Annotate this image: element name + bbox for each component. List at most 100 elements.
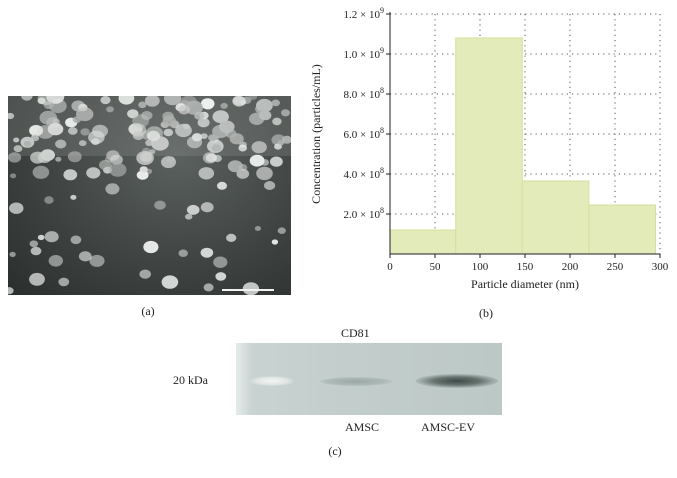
sem-vesicle [39, 110, 58, 125]
histogram-chart: 0 50 100 150 200 250 300 2.0 × 108 4.0 × 108 6.0 … [309, 6, 669, 291]
sem-vesicle [271, 239, 279, 245]
caption-b: (b) [479, 306, 493, 320]
sem-vesicle [277, 227, 286, 234]
caption-c: (c) [328, 444, 342, 458]
sem-vesicle [211, 144, 221, 152]
sem-vesicle [110, 154, 123, 165]
lane-label-amsc: AMSC [345, 420, 380, 434]
sem-vesicle [144, 96, 160, 107]
western-blot [236, 343, 502, 415]
sem-vesicle [178, 105, 191, 115]
x-tick-label: 50 [430, 261, 442, 273]
sem-vesicle [9, 202, 24, 214]
sem-vesicle [270, 156, 283, 167]
sem-vesicle [58, 277, 70, 287]
sem-vesicle [212, 110, 229, 124]
sem-vesicle [76, 107, 94, 122]
sem-vesicle [281, 135, 291, 144]
sem-vesicle [78, 251, 92, 262]
sem-vesicle [13, 137, 20, 143]
sem-vesicle [238, 144, 247, 152]
sem-vesicle [99, 159, 112, 171]
x-tick-label: 0 [387, 261, 393, 273]
sem-vesicle [186, 204, 200, 215]
sem-vesicle [9, 251, 16, 257]
sem-vesicle [248, 96, 258, 100]
sem-vesicle [100, 96, 111, 105]
sem-vesicle [136, 170, 149, 180]
sem-vesicle [86, 167, 101, 179]
sem-vesicle [154, 200, 166, 210]
sem-vesicle [89, 254, 105, 267]
sem-vesicle [272, 117, 282, 126]
sem-vesicle [175, 123, 192, 138]
sem-vesicle [30, 246, 42, 256]
sem-vesicle [136, 151, 154, 165]
x-tick-label: 150 [517, 261, 534, 273]
sem-vesicle [205, 153, 217, 163]
sem-vesicle [37, 151, 52, 163]
x-tick-label: 300 [652, 261, 669, 273]
band-amsc [320, 377, 392, 386]
y-tick-label: 6.0 × 108 [344, 126, 384, 141]
sem-vesicle [191, 133, 203, 142]
sem-vesicle [13, 145, 23, 153]
sem-vesicle [194, 111, 205, 120]
sem-vesicle [139, 269, 151, 279]
sem-vesicle [145, 139, 154, 146]
sem-vesicle [139, 166, 148, 173]
sem-vesicle [105, 183, 120, 195]
sem-vesicle [200, 247, 214, 258]
sem-vesicle [163, 128, 174, 137]
marker-label: CD81 [341, 326, 370, 340]
sem-vesicle [208, 134, 217, 142]
sem-vesicle [277, 140, 285, 146]
x-tick-label: 100 [472, 261, 489, 273]
sem-vesicle [198, 167, 215, 180]
lane-label-amsc-ev: AMSC-EV [421, 420, 476, 434]
sem-vesicle [162, 111, 174, 121]
sem-vesicle [200, 202, 214, 213]
histogram-bar [455, 37, 523, 255]
sem-vesicle [37, 234, 45, 241]
sem-vesicle [138, 101, 147, 109]
sem-vesicle [242, 282, 260, 295]
sem-vesicle [143, 240, 159, 254]
sem-vesicle [8, 287, 14, 295]
sem-vesicle [109, 162, 127, 177]
y-tick-label: 2.0 × 108 [344, 206, 384, 221]
sem-vesicle [78, 140, 87, 147]
sem-vesicle [106, 106, 114, 113]
sem-vesicle [197, 117, 210, 128]
x-tick-label: 200 [562, 261, 579, 273]
sem-vesicle [232, 96, 246, 107]
band-amsc-ev [416, 374, 498, 388]
sem-vesicle [166, 156, 175, 163]
histogram-bar [588, 204, 656, 255]
scale-bar [222, 289, 274, 291]
y-tick-label: 4.0 × 108 [344, 166, 384, 181]
sem-vesicle [10, 173, 17, 179]
y-tick-label: 1.2 × 109 [344, 6, 384, 21]
sem-vesicle [80, 128, 90, 136]
sem-vesicle [161, 275, 179, 289]
sem-vesicle [200, 133, 208, 139]
sem-vesicle [70, 235, 82, 245]
x-tick-label: 250 [607, 261, 624, 273]
sem-vesicle [219, 120, 235, 133]
ladder-band [250, 376, 294, 386]
sem-vesicle [63, 169, 78, 181]
sem-vesicle [67, 151, 82, 163]
sem-vesicle [220, 102, 228, 109]
sem-vesicle [236, 168, 250, 179]
size-label: 20 kDa [173, 373, 208, 387]
sem-vesicle [31, 135, 40, 142]
sem-vesicle [200, 98, 215, 110]
sem-vesicle [55, 156, 62, 162]
caption-a: (a) [141, 304, 155, 318]
histogram-bar [389, 229, 457, 255]
sem-vesicle [213, 256, 228, 268]
sem-vesicle [217, 181, 227, 190]
sem-vesicle [254, 226, 261, 231]
histogram-bar [521, 180, 590, 255]
